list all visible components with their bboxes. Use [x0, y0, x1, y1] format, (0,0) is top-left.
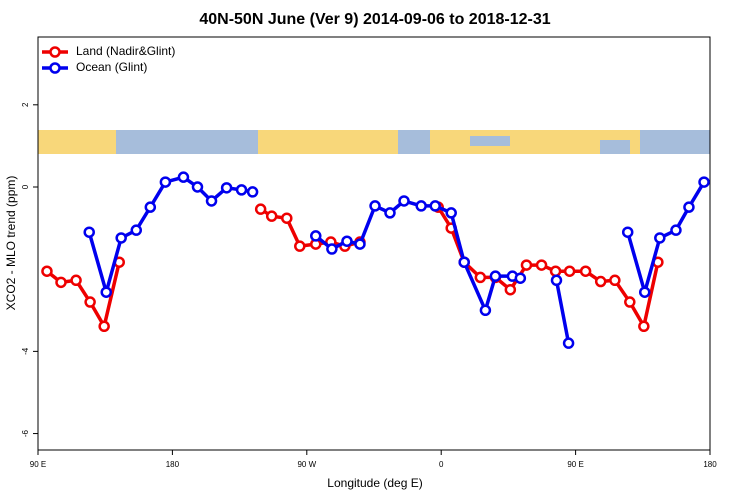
data-point — [265, 210, 278, 222]
data-point — [398, 195, 410, 207]
data-point — [535, 259, 548, 271]
y-tick-label: 2 — [21, 102, 30, 107]
x-axis-label: Longitude (deg E) — [327, 476, 422, 490]
data-point — [354, 238, 366, 250]
legend-marker — [49, 62, 61, 74]
data-point — [235, 184, 248, 196]
data-point — [579, 265, 592, 277]
data-point — [254, 203, 267, 215]
data-point — [55, 276, 67, 289]
data-point — [100, 286, 112, 298]
x-tick-label: 0 — [439, 460, 444, 469]
x-tick-label: 90 E — [30, 460, 46, 469]
data-point — [294, 240, 306, 252]
data-point — [326, 243, 338, 255]
data-point — [144, 201, 157, 213]
data-point — [698, 176, 710, 188]
data-point — [220, 182, 233, 194]
data-point — [609, 274, 621, 287]
data-point — [479, 304, 492, 317]
x-tick-label: 180 — [703, 460, 717, 469]
data-point — [624, 296, 636, 308]
data-point — [474, 271, 487, 284]
data-point — [177, 171, 190, 183]
data-point — [563, 265, 576, 277]
data-point — [130, 224, 143, 236]
y-tick-label: 0 — [21, 184, 30, 189]
data-point — [638, 286, 651, 298]
data-point — [341, 235, 353, 247]
data-point — [621, 226, 634, 238]
data-point — [41, 265, 53, 277]
data-point — [520, 259, 533, 271]
chart-title: 40N-50N June (Ver 9) 2014-09-06 to 2018-… — [199, 11, 550, 28]
legend-label: Ocean (Glint) — [76, 60, 147, 74]
data-point — [550, 274, 563, 287]
data-point — [594, 275, 607, 288]
data-point — [654, 232, 666, 244]
data-point — [70, 274, 82, 287]
data-point — [159, 176, 172, 188]
data-point — [549, 265, 562, 277]
x-tick-label: 90 W — [297, 460, 316, 469]
data-point — [445, 207, 457, 219]
x-tick-label: 180 — [166, 460, 180, 469]
data-point — [504, 283, 517, 296]
data-point — [191, 181, 204, 193]
data-point — [205, 195, 218, 207]
plot-frame — [37, 36, 711, 451]
data-point — [514, 272, 527, 284]
data-point — [384, 207, 396, 219]
data-point — [98, 320, 110, 333]
map-band — [38, 130, 710, 154]
data-point — [562, 337, 575, 349]
data-point — [310, 230, 322, 242]
y-axis-label: XCO2 - MLO trend (ppm) — [4, 176, 18, 311]
x-tick-label: 90 E — [567, 460, 583, 469]
data-point — [246, 186, 259, 198]
data-point — [84, 296, 96, 308]
y-tick-label: -4 — [21, 347, 30, 355]
data-point — [415, 200, 427, 212]
data-point — [683, 201, 695, 213]
data-point — [458, 256, 470, 268]
legend-marker — [49, 46, 61, 58]
legend-label: Land (Nadir&Glint) — [76, 44, 175, 58]
data-point — [489, 270, 502, 282]
data-point — [281, 212, 293, 224]
y-tick-label: -6 — [21, 429, 30, 437]
data-point — [670, 224, 682, 236]
series-line — [87, 175, 706, 344]
data-point — [369, 200, 381, 212]
data-point — [83, 226, 95, 238]
data-point — [638, 320, 650, 333]
data-point — [115, 232, 127, 244]
data-point — [429, 200, 441, 212]
